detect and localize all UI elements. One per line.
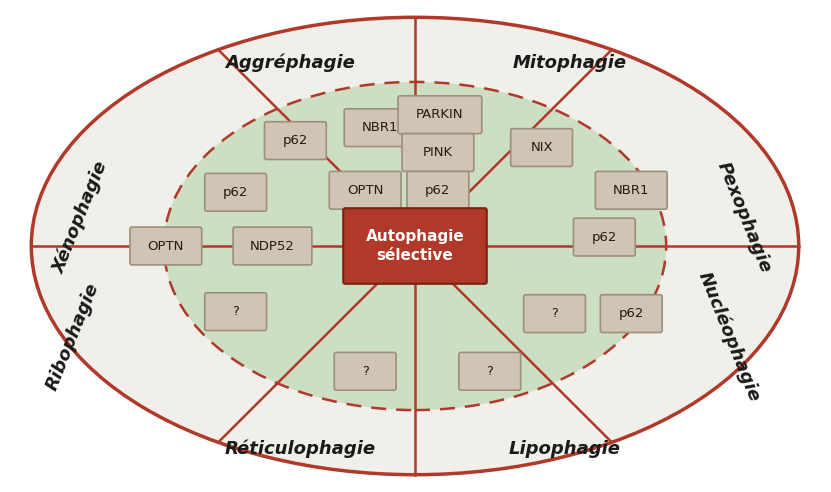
FancyBboxPatch shape	[459, 352, 521, 390]
FancyBboxPatch shape	[407, 171, 469, 209]
Text: ?: ?	[232, 305, 239, 318]
Text: Ribophagie: Ribophagie	[43, 280, 103, 393]
Text: Aggréphagie: Aggréphagie	[225, 54, 356, 72]
FancyBboxPatch shape	[402, 134, 474, 171]
Text: PINK: PINK	[423, 146, 453, 159]
FancyBboxPatch shape	[344, 109, 416, 147]
FancyBboxPatch shape	[264, 122, 327, 159]
FancyBboxPatch shape	[398, 96, 482, 134]
Text: p62: p62	[223, 186, 248, 199]
FancyBboxPatch shape	[329, 171, 401, 209]
Text: Xénophagie: Xénophagie	[50, 158, 112, 276]
FancyBboxPatch shape	[334, 352, 396, 390]
Text: Mitophagie: Mitophagie	[513, 54, 627, 72]
FancyBboxPatch shape	[511, 129, 573, 166]
FancyBboxPatch shape	[130, 227, 202, 265]
FancyBboxPatch shape	[204, 173, 267, 211]
Text: p62: p62	[618, 307, 644, 320]
FancyBboxPatch shape	[595, 171, 667, 209]
FancyBboxPatch shape	[600, 295, 662, 333]
Text: OPTN: OPTN	[347, 184, 383, 197]
Text: p62: p62	[592, 231, 617, 244]
Text: PARKIN: PARKIN	[416, 108, 464, 121]
Ellipse shape	[164, 82, 666, 410]
Text: ?: ?	[361, 365, 369, 378]
Text: Autophagie
sélective: Autophagie sélective	[366, 229, 465, 263]
Ellipse shape	[32, 17, 799, 475]
FancyBboxPatch shape	[524, 295, 585, 333]
Text: Lipophagie: Lipophagie	[509, 440, 621, 458]
Text: p62: p62	[283, 134, 308, 147]
Text: OPTN: OPTN	[148, 240, 184, 252]
Text: ?: ?	[551, 307, 558, 320]
Text: Nucléophagie: Nucléophagie	[695, 269, 764, 404]
Text: p62: p62	[425, 184, 450, 197]
Text: ?: ?	[486, 365, 493, 378]
FancyBboxPatch shape	[573, 218, 635, 256]
Text: Pexophagie: Pexophagie	[714, 159, 774, 276]
Text: NBR1: NBR1	[361, 121, 398, 134]
FancyBboxPatch shape	[234, 227, 312, 265]
FancyBboxPatch shape	[343, 208, 487, 284]
Text: NDP52: NDP52	[250, 240, 295, 252]
Text: NBR1: NBR1	[613, 184, 650, 197]
Text: NIX: NIX	[530, 141, 553, 154]
Text: Réticulophagie: Réticulophagie	[225, 439, 376, 458]
FancyBboxPatch shape	[204, 293, 267, 331]
